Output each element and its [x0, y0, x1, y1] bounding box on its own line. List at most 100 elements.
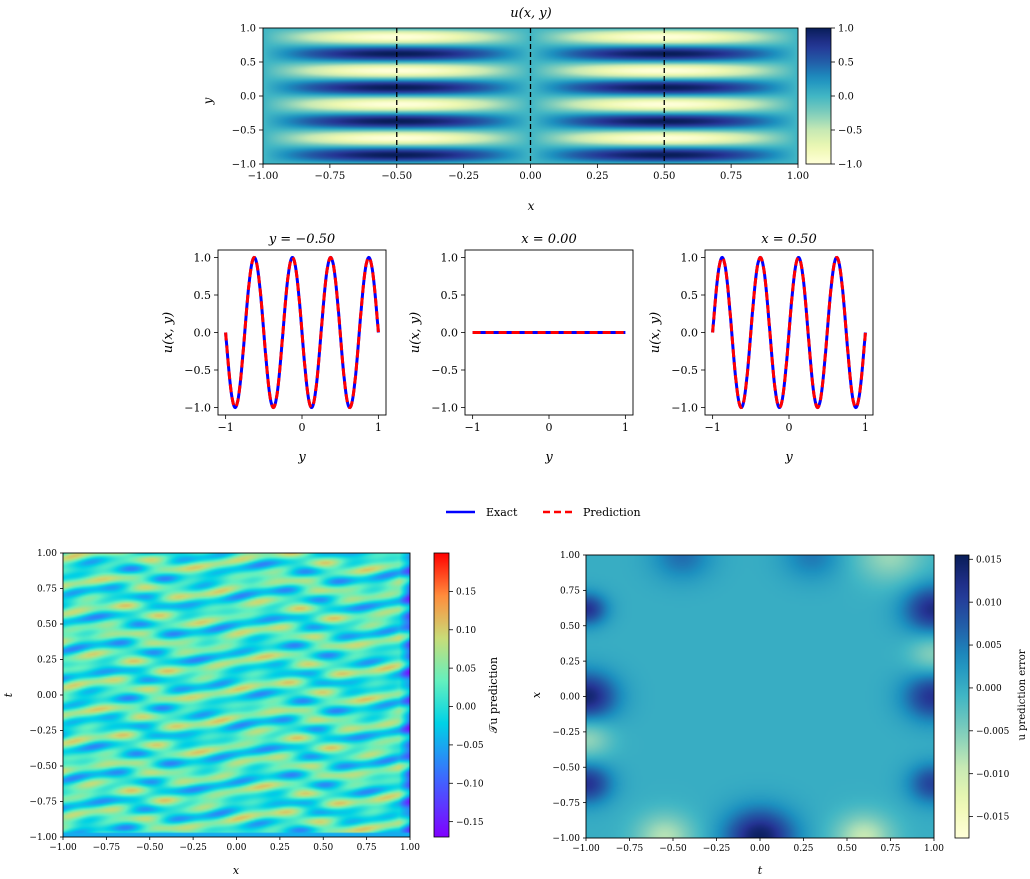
- br-xtick-label: 0.75: [880, 844, 900, 854]
- br-ytick-label: −0.25: [552, 728, 580, 738]
- slice3-ytick-label: 0.0: [681, 326, 699, 339]
- slice2-xtick-label: −1: [465, 421, 481, 434]
- br-cbar-tick-label: −0.005: [976, 727, 1010, 737]
- br-cbar-tick-label: −0.010: [976, 770, 1010, 780]
- bl-xtick-label: −1.00: [49, 843, 77, 853]
- top-xtick-label: 0.00: [519, 171, 541, 182]
- bl-ytick-label: 0.25: [37, 656, 57, 666]
- br-ytick-label: 0.50: [560, 622, 580, 632]
- slice2-ylabel: u(x, y): [408, 312, 423, 353]
- bl-cbar-tick-label: 0.05: [456, 664, 476, 674]
- bl-cbar-tick-label: 0.00: [456, 703, 476, 713]
- top-ytick-label: −1.0: [232, 160, 256, 171]
- bl-cbar-label: 𝒯u prediction: [487, 657, 500, 733]
- bl-ytick-label: −1.00: [29, 833, 57, 843]
- top-xtick-label: −1.00: [248, 171, 279, 182]
- slice3-xtick-label: −1: [705, 421, 721, 434]
- br-cbar-tick-label: 0.005: [976, 641, 1002, 651]
- slice3-ytick-label: 1.0: [681, 251, 699, 264]
- bl-colorbar: [433, 552, 450, 838]
- br-cbar-tick-label: −0.015: [976, 813, 1010, 823]
- br-xtick-label: −1.00: [572, 844, 600, 854]
- bl-xlabel: x: [233, 864, 240, 877]
- top-cbar-tick-label: −0.5: [838, 126, 862, 137]
- top-ytick-label: −0.5: [232, 126, 256, 137]
- br-colorbar: [954, 554, 970, 839]
- bl-ytick-label: 0.00: [37, 691, 57, 701]
- top-cbar-tick-label: 0.5: [838, 58, 854, 69]
- bl-cbar-tick-label: −0.05: [456, 741, 484, 751]
- top-ytick-label: 1.0: [240, 24, 256, 35]
- bl-xtick-label: −0.75: [93, 843, 121, 853]
- bl-xtick-label: 0.00: [226, 843, 246, 853]
- bl-ytick-label: 0.75: [37, 585, 57, 595]
- slice1-ylabel: u(x, y): [161, 312, 176, 353]
- slice2-xtick-label: 1: [622, 421, 629, 434]
- br-ylabel: x: [530, 691, 543, 698]
- br-ytick-label: −0.50: [552, 763, 580, 773]
- slice2-ytick-label: 0.5: [441, 289, 459, 302]
- slice1-ytick-label: 0.0: [194, 326, 212, 339]
- slice1-ytick-label: −0.5: [184, 364, 211, 377]
- bl-cbar-tick-label: 0.15: [456, 588, 476, 598]
- top-xtick-label: −0.75: [315, 171, 346, 182]
- br-xtick-label: −0.25: [703, 844, 731, 854]
- br-ytick-label: 0.75: [560, 587, 580, 597]
- top-xtick-label: −0.25: [448, 171, 479, 182]
- bl-xtick-label: −0.25: [179, 843, 207, 853]
- bl-ytick-label: 1.00: [37, 549, 57, 559]
- top-cbar-tick-label: −1.0: [838, 160, 862, 171]
- bl-ytick-label: −0.25: [29, 727, 57, 737]
- bl-ylabel: t: [2, 692, 15, 697]
- slice2-ytick-label: −0.5: [431, 364, 458, 377]
- top-xtick-label: 0.25: [586, 171, 608, 182]
- bl-xtick-label: 1.00: [400, 843, 420, 853]
- top-ytick-label: 0.5: [240, 58, 256, 69]
- slice1-xtick-label: 0: [299, 421, 306, 434]
- top-ylabel: y: [201, 97, 215, 105]
- br-xtick-label: −0.75: [616, 844, 644, 854]
- slice2-xlabel: y: [544, 450, 553, 465]
- br-ytick-label: 0.00: [560, 693, 580, 703]
- slice3-ytick-label: 0.5: [681, 289, 699, 302]
- slice2-ytick-label: −1.0: [431, 401, 458, 414]
- top-cbar-tick-label: 1.0: [838, 24, 854, 35]
- slice3-ytick-label: −0.5: [671, 364, 698, 377]
- bottom-right-heatmap-image: [586, 555, 934, 838]
- top-ytick-label: 0.0: [240, 92, 256, 103]
- legend-exact-label: Exact: [486, 506, 518, 519]
- slice1-ytick-label: −1.0: [184, 401, 211, 414]
- br-xlabel: t: [758, 864, 763, 877]
- bl-cbar-tick-label: −0.15: [456, 818, 484, 828]
- bl-cbar-tick-label: −0.10: [456, 779, 484, 789]
- br-xtick-label: −0.50: [659, 844, 687, 854]
- br-ytick-label: 0.25: [560, 657, 580, 667]
- br-xtick-label: 0.50: [837, 844, 857, 854]
- bl-xtick-label: 0.25: [270, 843, 290, 853]
- slice1-xtick-label: −1: [218, 421, 234, 434]
- top-cbar-tick-label: 0.0: [838, 92, 854, 103]
- top-title: u(x, y): [510, 6, 551, 21]
- br-ytick-label: −1.00: [552, 834, 580, 844]
- slice2-ytick-label: 0.0: [441, 326, 459, 339]
- top-xtick-label: 1.00: [787, 171, 809, 182]
- br-cbar-tick-label: 0.000: [976, 684, 1002, 694]
- figure-layer: −1.00 −0.75 −0.50 −0.25 0.00 0.25 0.50 0.75 1.00…: [2, 6, 1028, 877]
- top-xtick-label: −0.50: [381, 171, 412, 182]
- top-colorbar: [805, 27, 832, 165]
- br-xtick-label: 1.00: [924, 844, 944, 854]
- slice3-xtick-label: 0: [786, 421, 793, 434]
- br-xtick-label: 0.00: [750, 844, 770, 854]
- top-xlabel: x: [528, 199, 535, 213]
- bl-ytick-label: −0.50: [29, 762, 57, 772]
- bl-xtick-label: −0.50: [136, 843, 164, 853]
- bottom-left-heatmap-image: [63, 553, 410, 837]
- top-xtick-label: 0.50: [653, 171, 675, 182]
- slice3-xtick-label: 1: [862, 421, 869, 434]
- slice1-ytick-label: 1.0: [194, 251, 212, 264]
- br-cbar-label: u prediction error: [1017, 649, 1028, 740]
- slice1-title: y = −0.50: [268, 232, 335, 247]
- slice3-ylabel: u(x, y): [648, 312, 663, 353]
- bl-xtick-label: 0.75: [357, 843, 377, 853]
